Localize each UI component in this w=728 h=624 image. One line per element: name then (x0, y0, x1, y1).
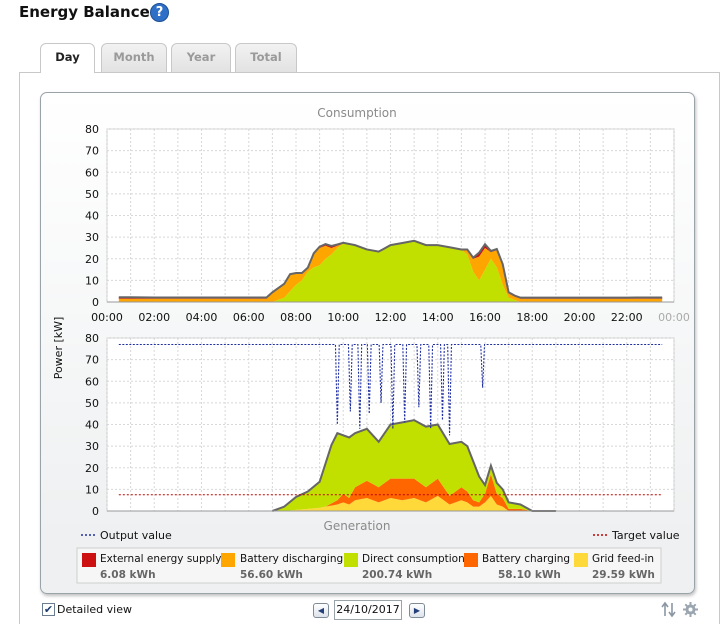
x-tick-label: 22:00 (611, 311, 643, 324)
total-outline (118, 239, 663, 299)
x-tick-label: 20:00 (564, 311, 596, 324)
sort-icon[interactable] (661, 601, 677, 618)
area-grid-feed-in (272, 495, 556, 511)
x-tick-label: 18:00 (516, 311, 548, 324)
date-field[interactable]: 24/10/2017 (334, 600, 402, 620)
line-legend: Output value Target value (81, 529, 680, 542)
legend-box (76, 547, 662, 584)
next-day-button[interactable]: ▶ (409, 603, 425, 618)
legend-value: 56.60 kWh (240, 569, 303, 581)
x-tick-label: 08:00 (280, 311, 312, 324)
legend-item-battery-discharging[interactable]: Battery discharging 56.60 kWh (221, 553, 343, 581)
y-tick-label: 60 (85, 166, 99, 179)
x-tick-label: 14:00 (422, 311, 454, 324)
y-tick-label: 30 (85, 231, 99, 244)
consumption-title: Consumption (317, 106, 396, 120)
x-tick-label: 00:00 (658, 311, 690, 324)
y-tick-label: 70 (85, 145, 99, 158)
y-tick-label: 70 (85, 354, 99, 367)
y-tick-label: 20 (85, 253, 99, 266)
legend-item-battery-charging[interactable]: Battery charging 58.10 kWh (464, 553, 570, 581)
area-battery-charging (272, 474, 556, 511)
legend-value: 200.74 kWh (362, 569, 432, 581)
x-tick-label: 12:00 (375, 311, 407, 324)
tab-total[interactable]: Total (235, 43, 297, 72)
legend-swatch (82, 553, 96, 567)
legend-item-direct-consumption[interactable]: Direct consumption 200.74 kWh (344, 553, 465, 581)
tab-day[interactable]: Day (40, 43, 95, 73)
detailed-view-checkbox[interactable]: ✔ (42, 603, 55, 616)
sort-icon-glyph (661, 601, 676, 618)
x-tick-label: 00:00 (91, 311, 123, 324)
energy-chart-panel: Consumption Generation Power [kW] 80 70 60… (40, 92, 695, 594)
legend-label: External energy supply (100, 553, 221, 565)
help-icon[interactable]: ? (150, 3, 169, 22)
y-tick-label: 20 (85, 462, 99, 475)
legend: External energy supply 6.08 kWh Battery … (76, 547, 662, 584)
legend-swatch (344, 553, 358, 567)
area-direct-consumption (272, 420, 556, 511)
x-tick-label: 04:00 (186, 311, 218, 324)
output-legend-label: Output value (100, 529, 172, 542)
x-tick-label: 02:00 (138, 311, 170, 324)
legend-label: Battery charging (482, 553, 570, 565)
y-tick-label: 40 (85, 210, 99, 223)
settings-icon[interactable] (682, 601, 698, 618)
legend-swatch (464, 553, 478, 567)
detailed-view-label: Detailed view (57, 603, 132, 616)
previous-day-button[interactable]: ◀ (313, 603, 329, 618)
energy-chart: Consumption Generation Power [kW] 80 70 60… (52, 106, 690, 584)
legend-label: Direct consumption (362, 553, 465, 565)
legend-label: Battery discharging (240, 553, 343, 565)
y-axis-label: Power [kW] (52, 317, 65, 380)
x-tick-label: 06:00 (233, 311, 265, 324)
y-tick-label: 50 (85, 188, 99, 201)
legend-swatch (221, 553, 235, 567)
legend-item-grid-feed-in[interactable]: Grid feed-in 29.59 kWh (574, 553, 655, 581)
total-outline (272, 419, 556, 512)
page-title: Energy Balance (19, 3, 150, 21)
tab-month[interactable]: Month (101, 43, 167, 72)
tab-year[interactable]: Year (171, 43, 231, 72)
legend-value: 29.59 kWh (592, 569, 655, 581)
y-tick-label: 0 (92, 296, 99, 309)
y-tick-label: 10 (85, 483, 99, 496)
output-value-line (118, 343, 663, 436)
x-tick-label: 16:00 (469, 311, 501, 324)
y-tick-label: 60 (85, 375, 99, 388)
area-direct-consumption (118, 241, 663, 302)
generation-chart: 80 70 60 50 40 30 20 10 0 (85, 332, 675, 518)
legend-item-external[interactable]: External energy supply 6.08 kWh (82, 553, 221, 581)
x-tick-label: 10:00 (327, 311, 359, 324)
legend-value: 6.08 kWh (100, 569, 156, 581)
legend-value: 58.10 kWh (498, 569, 561, 581)
consumption-chart: 80 70 60 50 40 30 20 10 0 00:00 02:00 04:00 06:00 08:… (85, 123, 690, 324)
y-tick-label: 40 (85, 419, 99, 432)
settings-icon-glyph (683, 602, 698, 617)
legend-swatch (574, 553, 588, 567)
generation-title: Generation (324, 519, 391, 533)
y-tick-label: 0 (92, 505, 99, 518)
target-legend-label: Target value (611, 529, 680, 542)
legend-label: Grid feed-in (592, 553, 654, 565)
y-tick-label: 80 (85, 332, 99, 345)
y-tick-label: 80 (85, 123, 99, 136)
y-tick-label: 50 (85, 397, 99, 410)
y-tick-label: 30 (85, 440, 99, 453)
y-tick-label: 10 (85, 274, 99, 287)
